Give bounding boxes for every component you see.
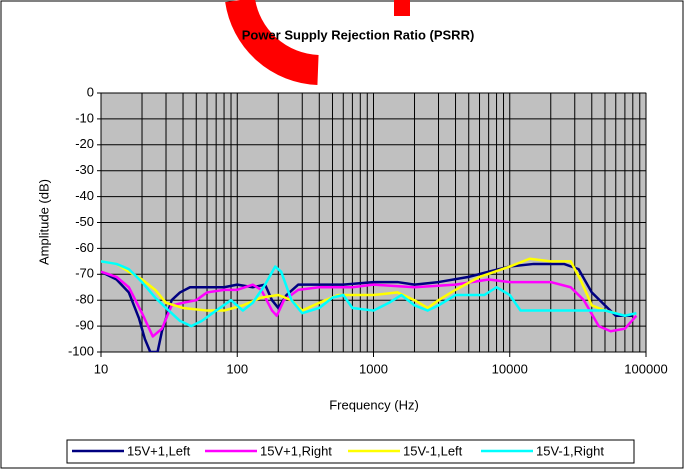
- y-axis-title: Amplitude (dB): [36, 179, 51, 265]
- x-tick-label: 1000: [359, 361, 388, 376]
- y-tick-label: 0: [87, 84, 94, 99]
- y-tick-label: -100: [68, 343, 94, 358]
- y-tick-label: -40: [75, 188, 94, 203]
- y-tick-label: -20: [75, 136, 94, 151]
- watermark: [225, 0, 320, 85]
- x-tick-label: 100: [226, 361, 248, 376]
- legend-label: 15V-1,Left: [403, 443, 463, 458]
- chart-title: Power Supply Rejection Ratio (PSRR): [242, 27, 475, 42]
- x-tick-label: 10: [94, 361, 108, 376]
- x-tick-label: 100000: [624, 361, 667, 376]
- y-tick-label: -50: [75, 214, 94, 229]
- watermark: [394, 0, 410, 16]
- x-tick-label: 10000: [492, 361, 528, 376]
- y-tick-label: -80: [75, 292, 94, 307]
- y-tick-label: -10: [75, 110, 94, 125]
- y-tick-label: -30: [75, 162, 94, 177]
- x-axis-title: Frequency (Hz): [329, 397, 419, 412]
- series-group: [101, 257, 638, 352]
- series-line: [101, 260, 637, 328]
- legend-label: 15V+1,Right: [260, 443, 332, 458]
- series-line: [101, 257, 617, 315]
- y-tick-label: -70: [75, 266, 94, 281]
- legend-label: 15V+1,Left: [127, 443, 191, 458]
- legend-label: 15V-1,Right: [536, 443, 604, 458]
- series-line: [101, 270, 638, 338]
- y-tick-label: -90: [75, 318, 94, 333]
- y-tick-label: -60: [75, 240, 94, 255]
